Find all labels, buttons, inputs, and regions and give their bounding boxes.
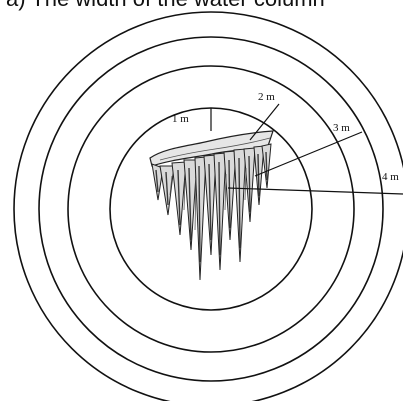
ring-2m [67, 65, 355, 353]
radius-line-3m [254, 131, 363, 177]
label-3m: 3 m [333, 122, 350, 134]
ring-3m [38, 36, 384, 382]
radius-lines [210, 103, 403, 195]
radius-line-2m [249, 103, 280, 141]
radius-line-4m [227, 187, 403, 195]
ring-4m [13, 11, 403, 401]
icicle-cluster-illustration [149, 130, 274, 281]
label-1m: 1 m [172, 113, 189, 125]
label-4m: 4 m [382, 171, 399, 183]
label-2m: 2 m [258, 91, 275, 103]
cropped-header-text: a) The width of the water column [6, 0, 325, 11]
